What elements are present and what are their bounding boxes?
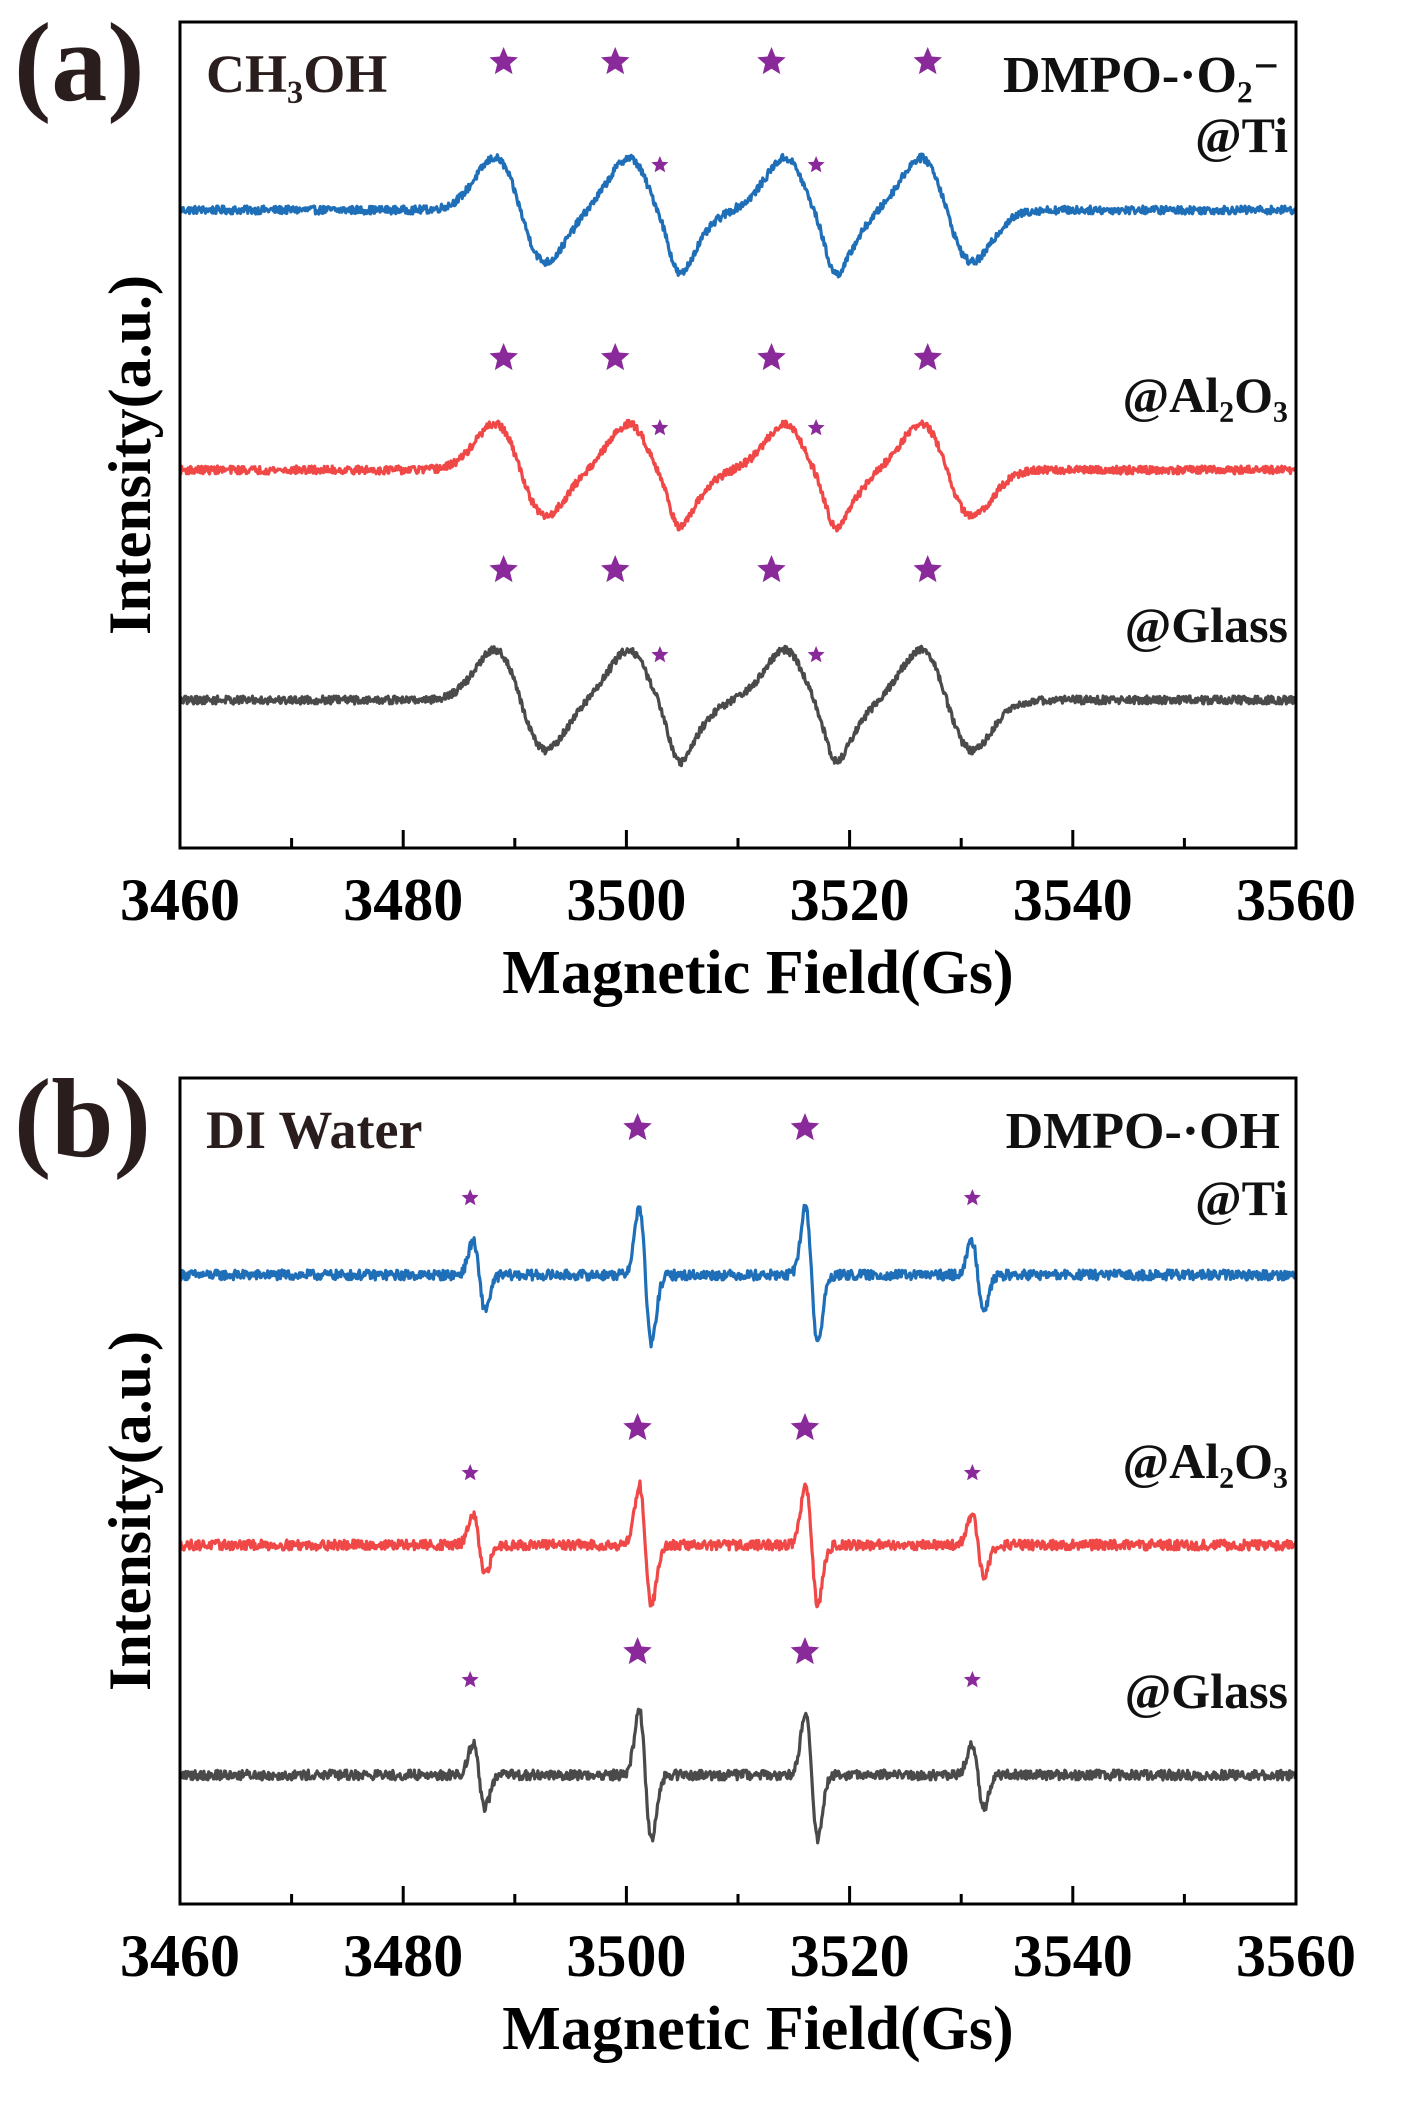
x-tick-label: 3520 [790, 867, 910, 933]
x-tick-label: 3480 [343, 867, 463, 933]
peak-star-marker [489, 343, 518, 371]
x-tick-label: 3540 [1013, 867, 1133, 933]
series-line-alo [178, 418, 1298, 533]
peak-star-marker-small [651, 646, 669, 663]
series-line-glass [178, 644, 1298, 768]
x-tick-label: 3480 [343, 1923, 463, 1989]
x-tick-label: 3500 [566, 867, 686, 933]
peak-star-marker [757, 47, 786, 75]
peak-star-marker-small [651, 419, 669, 436]
peak-star-marker [790, 1113, 820, 1141]
x-tick-label: 3500 [566, 1923, 686, 1989]
series-label: @Al₂O₃ [1123, 1433, 1288, 1489]
x-tick-label: 3560 [1236, 1923, 1356, 1989]
peak-star-marker-small [807, 419, 825, 436]
series-label: @Ti [1195, 1170, 1288, 1226]
y-axis-label: Intensity(a.u.) [97, 1331, 163, 1691]
series-line-alo [179, 1479, 1298, 1609]
x-axis-label: Magnetic Field(Gs) [502, 1995, 1013, 2063]
peak-star-marker [489, 47, 518, 75]
peak-star-marker [790, 1637, 820, 1665]
peak-star-marker-small [963, 1671, 981, 1688]
panel-b: @Ti @Al₂O₃ @Glass 3460 3480 3500 3520 3540 3560 M… [14, 1057, 1356, 2063]
peak-star-marker-small [963, 1189, 981, 1206]
peak-star-marker [757, 555, 786, 583]
solvent-label: CH₃OH [206, 44, 387, 104]
peak-star-marker [601, 47, 630, 75]
x-tick-label: 3560 [1236, 867, 1356, 933]
peak-star-marker-small [461, 1189, 479, 1206]
series-line-ti [178, 1203, 1298, 1349]
series-line-glass [178, 1707, 1298, 1845]
spin-adduct-label: DMPO-·O₂⁻ [1003, 47, 1280, 104]
series-label: @Glass [1125, 597, 1288, 653]
panel-a: @Ti @Al₂O₃ @Glass 3460 3480 3500 3520 3540 3560 M… [14, 1, 1356, 1007]
peak-star-marker [913, 343, 942, 371]
panel-label: (b) [14, 1057, 151, 1181]
peak-star-marker [601, 555, 630, 583]
x-axis-label: Magnetic Field(Gs) [502, 939, 1013, 1007]
peak-star-marker [913, 47, 942, 75]
peak-star-marker [790, 1413, 820, 1441]
peak-star-marker [601, 343, 630, 371]
peak-star-marker [623, 1413, 652, 1441]
peak-star-marker-small [461, 1464, 479, 1481]
series-label: @Al₂O₃ [1123, 367, 1288, 423]
spin-adduct-label: DMPO-·OH [1006, 1103, 1280, 1160]
peak-star-marker [913, 555, 942, 583]
y-axis-label: Intensity(a.u.) [97, 275, 163, 635]
x-tick-label: 3460 [120, 1923, 240, 1989]
peak-star-marker-small [963, 1464, 981, 1481]
plot-frame [178, 20, 1298, 850]
series-line-ti [178, 152, 1297, 279]
series-label: @Glass [1125, 1663, 1288, 1719]
peak-star-marker [623, 1637, 652, 1665]
peak-star-marker [623, 1113, 652, 1141]
peak-star-marker [489, 555, 518, 583]
panel-label: (a) [14, 1, 145, 125]
x-tick-label: 3520 [790, 1923, 910, 1989]
solvent-label: DI Water [206, 1100, 422, 1160]
series-label: @Ti [1195, 107, 1288, 163]
peak-star-marker-small [807, 646, 825, 663]
peak-star-marker [757, 343, 786, 371]
x-tick-label: 3540 [1013, 1923, 1133, 1989]
peak-star-marker-small [651, 156, 669, 173]
peak-star-marker-small [807, 156, 825, 173]
peak-star-marker-small [461, 1671, 479, 1688]
x-tick-label: 3460 [120, 867, 240, 933]
